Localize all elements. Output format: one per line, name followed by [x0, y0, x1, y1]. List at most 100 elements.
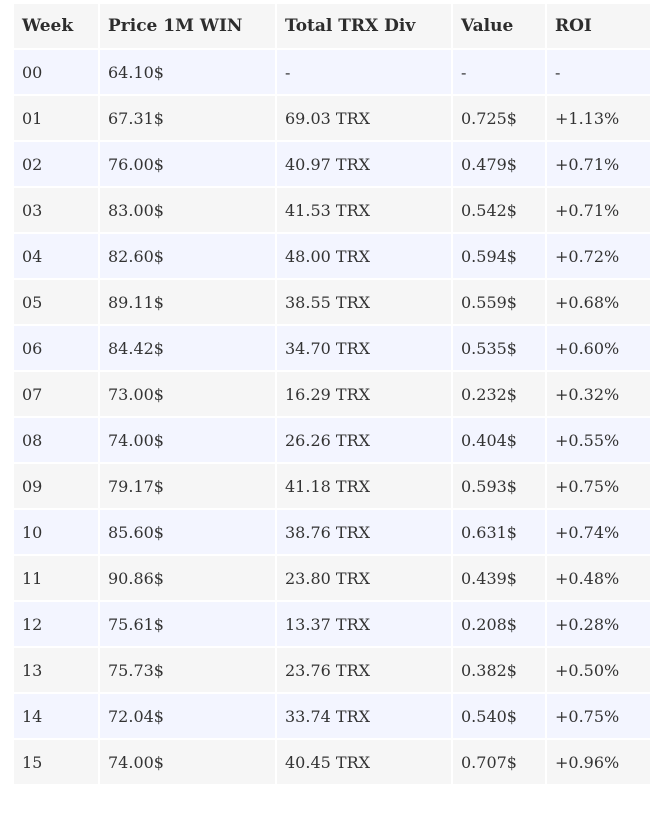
cell-price: 79.17$ [100, 464, 275, 508]
cell-week: 12 [14, 602, 98, 646]
table-row: 05 89.11$ 38.55 TRX 0.559$ +0.68% [14, 280, 650, 324]
cell-roi: +0.68% [547, 280, 650, 324]
cell-total-trx-div: 40.45 TRX [277, 740, 451, 784]
cell-roi: +1.13% [547, 96, 650, 140]
table-row: 07 73.00$ 16.29 TRX 0.232$ +0.32% [14, 372, 650, 416]
cell-total-trx-div: 41.53 TRX [277, 188, 451, 232]
cell-price: 64.10$ [100, 50, 275, 94]
cell-week: 04 [14, 234, 98, 278]
table-body: 00 64.10$ - - -01 67.31$ 69.03 TRX 0.725$ +1.13%… [14, 50, 650, 784]
cell-value: 0.594$ [453, 234, 545, 278]
cell-price: 67.31$ [100, 96, 275, 140]
cell-total-trx-div: 33.74 TRX [277, 694, 451, 738]
cell-week: 09 [14, 464, 98, 508]
cell-week: 00 [14, 50, 98, 94]
cell-value: 0.559$ [453, 280, 545, 324]
header-price: Price 1M WIN [100, 4, 275, 48]
cell-roi: +0.28% [547, 602, 650, 646]
cell-week: 03 [14, 188, 98, 232]
cell-week: 06 [14, 326, 98, 370]
cell-roi: +0.50% [547, 648, 650, 692]
cell-week: 08 [14, 418, 98, 462]
cell-week: 14 [14, 694, 98, 738]
cell-value: 0.707$ [453, 740, 545, 784]
cell-price: 82.60$ [100, 234, 275, 278]
table-row: 03 83.00$ 41.53 TRX 0.542$ +0.71% [14, 188, 650, 232]
cell-roi: +0.72% [547, 234, 650, 278]
cell-price: 89.11$ [100, 280, 275, 324]
cell-week: 02 [14, 142, 98, 186]
cell-value: 0.382$ [453, 648, 545, 692]
dividend-table: Week Price 1M WIN Total TRX Div Value RO… [12, 2, 652, 786]
table-row: 01 67.31$ 69.03 TRX 0.725$ +1.13% [14, 96, 650, 140]
cell-price: 72.04$ [100, 694, 275, 738]
table-row: 08 74.00$ 26.26 TRX 0.404$ +0.55% [14, 418, 650, 462]
cell-total-trx-div: - [277, 50, 451, 94]
cell-value: 0.208$ [453, 602, 545, 646]
cell-value: 0.540$ [453, 694, 545, 738]
table-row: 15 74.00$ 40.45 TRX 0.707$ +0.96% [14, 740, 650, 784]
cell-week: 15 [14, 740, 98, 784]
cell-total-trx-div: 41.18 TRX [277, 464, 451, 508]
cell-roi: +0.60% [547, 326, 650, 370]
table-row: 13 75.73$ 23.76 TRX 0.382$ +0.50% [14, 648, 650, 692]
cell-value: 0.631$ [453, 510, 545, 554]
cell-price: 75.73$ [100, 648, 275, 692]
cell-roi: +0.71% [547, 188, 650, 232]
cell-week: 07 [14, 372, 98, 416]
cell-roi: +0.71% [547, 142, 650, 186]
cell-value: 0.404$ [453, 418, 545, 462]
cell-roi: +0.74% [547, 510, 650, 554]
header-roi: ROI [547, 4, 650, 48]
cell-total-trx-div: 69.03 TRX [277, 96, 451, 140]
cell-total-trx-div: 38.55 TRX [277, 280, 451, 324]
cell-total-trx-div: 38.76 TRX [277, 510, 451, 554]
cell-total-trx-div: 13.37 TRX [277, 602, 451, 646]
cell-week: 01 [14, 96, 98, 140]
table-row: 09 79.17$ 41.18 TRX 0.593$ +0.75% [14, 464, 650, 508]
cell-value: 0.593$ [453, 464, 545, 508]
cell-total-trx-div: 26.26 TRX [277, 418, 451, 462]
cell-price: 84.42$ [100, 326, 275, 370]
table-row: 06 84.42$ 34.70 TRX 0.535$ +0.60% [14, 326, 650, 370]
cell-total-trx-div: 23.80 TRX [277, 556, 451, 600]
cell-week: 05 [14, 280, 98, 324]
cell-week: 10 [14, 510, 98, 554]
cell-price: 90.86$ [100, 556, 275, 600]
header-row: Week Price 1M WIN Total TRX Div Value RO… [14, 4, 650, 48]
cell-roi: +0.55% [547, 418, 650, 462]
table-header: Week Price 1M WIN Total TRX Div Value RO… [14, 4, 650, 48]
table-row: 04 82.60$ 48.00 TRX 0.594$ +0.72% [14, 234, 650, 278]
dividend-table-container: Week Price 1M WIN Total TRX Div Value RO… [12, 2, 650, 786]
cell-total-trx-div: 34.70 TRX [277, 326, 451, 370]
cell-roi: - [547, 50, 650, 94]
cell-price: 74.00$ [100, 418, 275, 462]
cell-value: 0.439$ [453, 556, 545, 600]
table-row: 12 75.61$ 13.37 TRX 0.208$ +0.28% [14, 602, 650, 646]
cell-value: 0.542$ [453, 188, 545, 232]
table-row: 14 72.04$ 33.74 TRX 0.540$ +0.75% [14, 694, 650, 738]
cell-roi: +0.96% [547, 740, 650, 784]
cell-total-trx-div: 48.00 TRX [277, 234, 451, 278]
cell-roi: +0.48% [547, 556, 650, 600]
header-total-trx-div: Total TRX Div [277, 4, 451, 48]
cell-value: 0.535$ [453, 326, 545, 370]
cell-week: 11 [14, 556, 98, 600]
header-week: Week [14, 4, 98, 48]
cell-value: 0.725$ [453, 96, 545, 140]
table-row: 00 64.10$ - - - [14, 50, 650, 94]
cell-value: 0.232$ [453, 372, 545, 416]
cell-total-trx-div: 40.97 TRX [277, 142, 451, 186]
cell-price: 75.61$ [100, 602, 275, 646]
table-row: 10 85.60$ 38.76 TRX 0.631$ +0.74% [14, 510, 650, 554]
cell-week: 13 [14, 648, 98, 692]
table-row: 11 90.86$ 23.80 TRX 0.439$ +0.48% [14, 556, 650, 600]
cell-total-trx-div: 23.76 TRX [277, 648, 451, 692]
cell-roi: +0.32% [547, 372, 650, 416]
cell-roi: +0.75% [547, 464, 650, 508]
cell-roi: +0.75% [547, 694, 650, 738]
cell-price: 85.60$ [100, 510, 275, 554]
cell-price: 73.00$ [100, 372, 275, 416]
cell-value: - [453, 50, 545, 94]
cell-price: 76.00$ [100, 142, 275, 186]
